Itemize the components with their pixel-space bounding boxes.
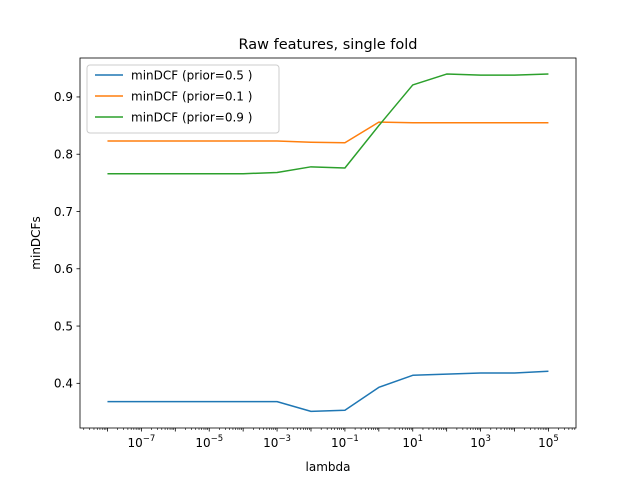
x-tick-exponent: −1 bbox=[346, 434, 359, 444]
series-line-0 bbox=[107, 370, 549, 413]
x-tick-label: 103 bbox=[470, 434, 491, 450]
series-line-2 bbox=[107, 73, 549, 175]
y-tick-label: 0.6 bbox=[54, 262, 73, 276]
x-tick-exponent: −7 bbox=[143, 434, 156, 444]
legend-label-2: minDCF (prior=0.9 ) bbox=[131, 110, 252, 124]
x-tick-label: 10−3 bbox=[263, 434, 291, 450]
x-tick-exponent: 3 bbox=[486, 434, 491, 444]
x-tick-label: 10−5 bbox=[195, 434, 223, 450]
x-axis-title: lambda bbox=[306, 460, 351, 474]
x-tick-label: 105 bbox=[538, 434, 559, 450]
legend-box bbox=[86, 64, 280, 134]
plot-area-frame bbox=[79, 57, 577, 429]
y-axis-title: minDCFs bbox=[29, 216, 43, 269]
legend-label-0: minDCF (prior=0.5 ) bbox=[131, 68, 252, 82]
y-tick-label: 0.5 bbox=[54, 319, 73, 333]
chart-title: Raw features, single fold bbox=[239, 37, 418, 53]
x-tick-label: 10−7 bbox=[127, 434, 155, 450]
legend-label-1: minDCF (prior=0.1 ) bbox=[131, 89, 252, 103]
x-tick-exponent: −5 bbox=[211, 434, 224, 444]
legend-items: minDCF (prior=0.5 ) minDCF (prior=0.1 ) mi… bbox=[95, 68, 252, 124]
y-tick-label: 0.7 bbox=[54, 205, 73, 219]
series-lines bbox=[107, 73, 549, 413]
x-tick-label: 10−1 bbox=[331, 434, 359, 450]
legend: minDCF (prior=0.5 ) minDCF (prior=0.1 ) mi… bbox=[86, 64, 280, 134]
y-tick-label: 0.8 bbox=[54, 148, 73, 162]
y-tick-label: 0.4 bbox=[54, 377, 73, 391]
x-tick-exponent: −3 bbox=[278, 434, 291, 444]
x-tick-label: 101 bbox=[402, 434, 423, 450]
series-line-1 bbox=[107, 121, 549, 144]
x-tick-exponent: 1 bbox=[418, 434, 423, 444]
x-tick-exponent: 5 bbox=[553, 434, 558, 444]
y-tick-label: 0.9 bbox=[54, 90, 73, 104]
axis-ticks: 10−7 10−5 10−3 10−1 101 103 105 0.4 0.5 0.6 0.7 0.8… bbox=[54, 90, 576, 450]
